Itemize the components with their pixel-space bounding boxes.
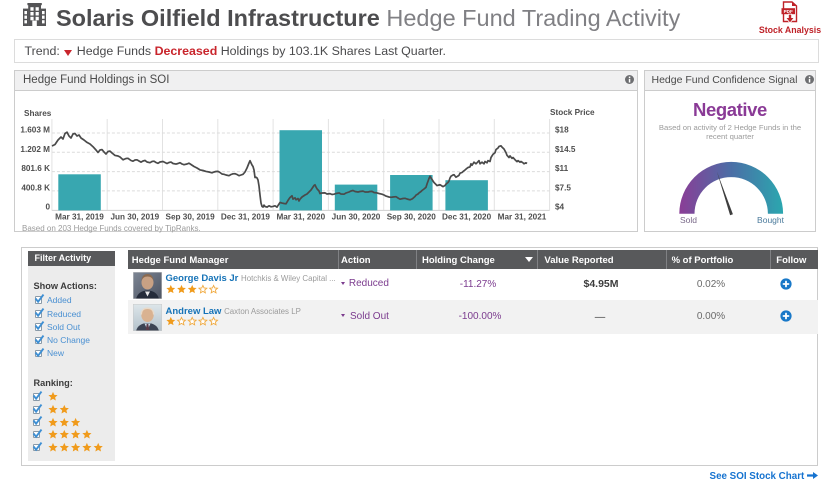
svg-text:$4: $4 <box>555 203 565 212</box>
svg-text:PDF: PDF <box>784 9 793 14</box>
svg-text:400.8 K: 400.8 K <box>21 183 50 192</box>
svg-text:1.603 M: 1.603 M <box>20 126 50 135</box>
svg-text:Stock Price: Stock Price <box>550 108 595 117</box>
svg-text:Sep 30, 2019: Sep 30, 2019 <box>166 213 216 222</box>
svg-text:Jun 30, 2020: Jun 30, 2020 <box>332 213 381 222</box>
svg-text:801.6 K: 801.6 K <box>21 164 50 173</box>
svg-text:Dec 31, 2019: Dec 31, 2019 <box>221 213 271 222</box>
svg-text:1.202 M: 1.202 M <box>20 145 50 154</box>
svg-text:Shares: Shares <box>24 109 52 118</box>
svg-text:0: 0 <box>45 203 50 212</box>
svg-text:$14.5: $14.5 <box>555 145 576 154</box>
svg-text:$7.5: $7.5 <box>555 183 571 192</box>
svg-text:Dec 31, 2020: Dec 31, 2020 <box>442 213 492 222</box>
svg-text:Sep 30, 2020: Sep 30, 2020 <box>387 213 437 222</box>
svg-text:$11: $11 <box>555 164 569 173</box>
svg-text:Mar 31, 2020: Mar 31, 2020 <box>276 213 325 222</box>
svg-text:Mar 31, 2021: Mar 31, 2021 <box>498 213 547 222</box>
svg-text:Mar 31, 2019: Mar 31, 2019 <box>55 213 104 222</box>
svg-text:Jun 30, 2019: Jun 30, 2019 <box>110 213 159 222</box>
svg-text:$18: $18 <box>555 126 569 135</box>
